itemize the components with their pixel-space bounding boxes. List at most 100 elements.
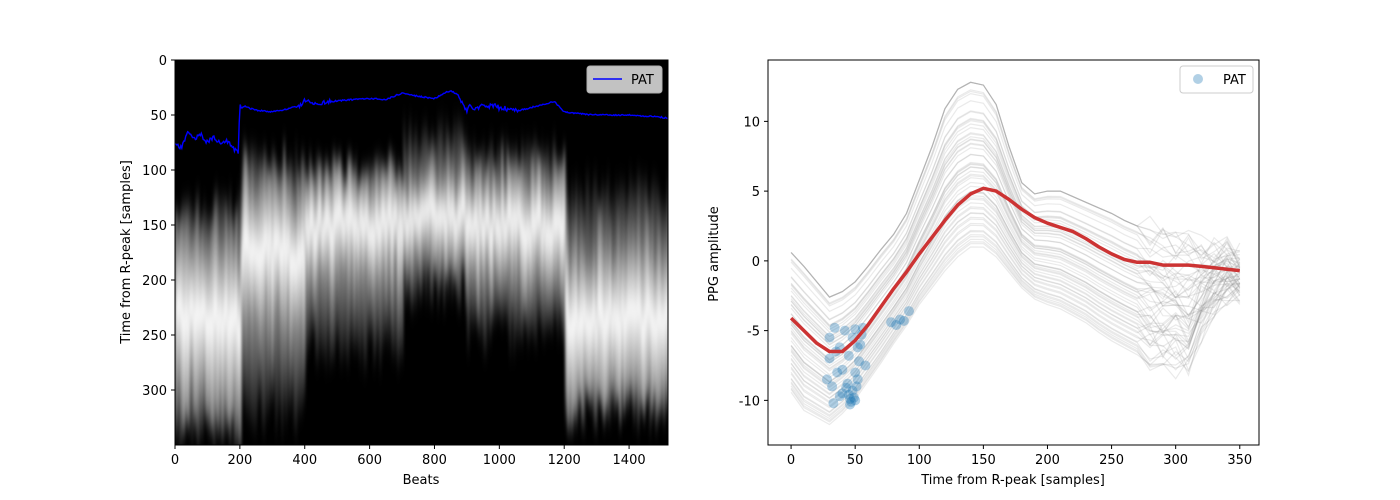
heatmap-column xyxy=(419,142,422,306)
pat-point xyxy=(860,360,871,371)
heatmap-column xyxy=(345,178,348,368)
pat-point xyxy=(837,388,848,399)
heatmap-column xyxy=(639,170,642,418)
heatmap-xtick-label: 400 xyxy=(292,453,317,468)
ppg-ytick-label: 0 xyxy=(752,255,760,270)
heatmap-column xyxy=(181,199,184,445)
ppg-legend: PAT xyxy=(1179,65,1254,94)
ppg-ytick-label: 5 xyxy=(752,185,760,200)
heatmap-column xyxy=(529,137,532,339)
heatmap-column xyxy=(273,147,276,403)
heatmap-column xyxy=(511,141,514,326)
heatmap-column xyxy=(467,146,470,358)
ppg-beat-trace xyxy=(790,174,1241,370)
heatmap-column xyxy=(487,150,490,327)
heatmap-column xyxy=(395,179,398,363)
heatmap-column xyxy=(663,196,666,428)
ppg-beat-trace xyxy=(790,190,1241,383)
heatmap-column xyxy=(305,169,308,371)
heatmap-column xyxy=(291,155,294,402)
ppg-beat-trace xyxy=(790,185,1241,379)
heatmap-column xyxy=(313,171,316,337)
ppg-beat-trace xyxy=(790,133,1240,338)
heatmap-column xyxy=(509,162,512,363)
heatmap-xtick-label: 1000 xyxy=(483,453,516,468)
heatmap-column xyxy=(193,211,196,430)
heatmap-column xyxy=(275,159,278,442)
heatmap-column xyxy=(213,190,216,445)
heatmap-column xyxy=(461,121,464,275)
heatmap-column xyxy=(299,164,302,423)
heatmap-column xyxy=(619,171,622,429)
heatmap-column xyxy=(235,208,238,445)
heatmap-column xyxy=(481,142,484,338)
heatmap-column xyxy=(297,165,300,420)
heatmap-ticks: 0 200 400 600 800 1000 1200 1400 0 50 100 150 200 250… xyxy=(142,54,645,468)
heatmap-column xyxy=(545,141,548,336)
heatmap-column xyxy=(657,179,660,423)
heatmap-column xyxy=(559,160,562,320)
pat-point xyxy=(855,339,866,350)
heatmap-column xyxy=(495,153,498,326)
heatmap-column xyxy=(457,110,460,315)
heatmap-column xyxy=(267,167,270,420)
heatmap-column xyxy=(617,187,620,400)
heatmap-column xyxy=(479,154,482,348)
heatmap-column xyxy=(285,163,288,432)
heatmap-column xyxy=(371,166,374,341)
heatmap-column xyxy=(413,126,416,308)
heatmap-column xyxy=(591,184,594,412)
pat-point xyxy=(850,395,861,406)
heatmap-column xyxy=(293,167,296,436)
heatmap-column xyxy=(573,195,576,419)
mean-beat-layer xyxy=(789,186,1240,354)
heatmap-column xyxy=(631,178,634,410)
heatmap-column xyxy=(233,213,236,445)
heatmap-intensity-layer xyxy=(175,109,668,445)
ppg-beat-trace xyxy=(790,110,1241,320)
ppg-beat-trace xyxy=(790,143,1240,346)
pat-point xyxy=(824,353,835,364)
heatmap-column xyxy=(311,170,314,339)
heatmap-column xyxy=(373,154,376,373)
heatmap-column xyxy=(247,155,250,424)
heatmap-column xyxy=(431,127,434,311)
heatmap-column xyxy=(627,186,630,412)
ppg-beat-trace xyxy=(790,89,1241,304)
heatmap-column xyxy=(567,188,570,435)
pat-point xyxy=(850,324,861,335)
heatmap-column xyxy=(389,152,392,340)
heatmap-column xyxy=(473,135,476,331)
heatmap-xtick-label: 0 xyxy=(171,453,179,468)
heatmap-xtick-label: 600 xyxy=(357,453,382,468)
heatmap-column xyxy=(231,209,234,421)
heatmap-column xyxy=(349,156,352,348)
heatmap-column xyxy=(265,147,268,424)
heatmap-column xyxy=(537,151,540,325)
ppg-beat-trace xyxy=(790,173,1241,369)
heatmap-column xyxy=(593,167,596,433)
ppg-ytick-label: -10 xyxy=(739,394,760,409)
heatmap-column xyxy=(361,171,364,351)
heatmap-column xyxy=(625,192,628,404)
ppg-ytick-label: -5 xyxy=(747,325,760,340)
ppg-beat-trace xyxy=(790,202,1241,392)
heatmap-column xyxy=(223,189,226,441)
heatmap-column xyxy=(445,113,448,278)
pat-point xyxy=(829,322,840,333)
heatmap-column xyxy=(587,164,590,401)
pat-point xyxy=(848,392,859,403)
heatmap-column xyxy=(497,139,500,320)
ppg-plot-area xyxy=(768,60,1259,445)
heatmap-column xyxy=(219,191,222,433)
ppg-beat-trace xyxy=(790,132,1241,337)
heatmap-column xyxy=(519,163,522,343)
heatmap-column xyxy=(239,188,242,445)
ppg-xlabel: Time from R-peak [samples] xyxy=(920,473,1105,488)
ppg-beat-trace xyxy=(790,192,1241,384)
heatmap-column xyxy=(407,128,410,293)
heatmap-column xyxy=(337,158,340,347)
ppg-beat-trace xyxy=(790,126,1240,333)
heatmap-column xyxy=(571,174,574,436)
heatmap-column xyxy=(183,194,186,439)
